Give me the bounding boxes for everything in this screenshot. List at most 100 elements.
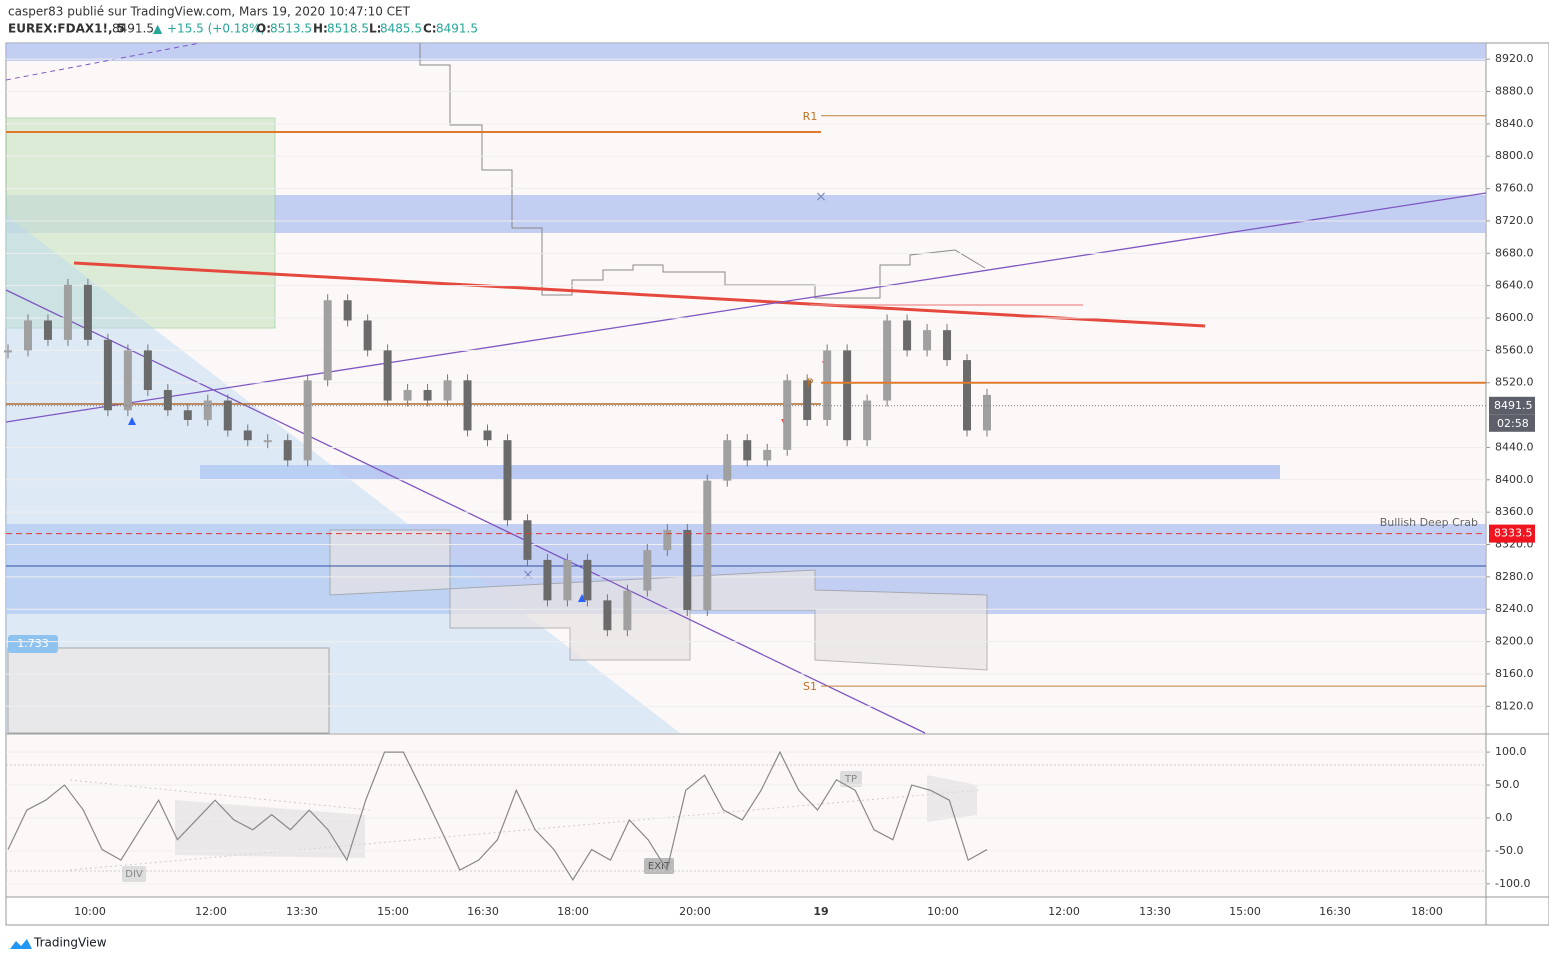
change: +15.5 (+0.18%) <box>167 22 265 36</box>
candle <box>423 390 432 401</box>
y-tick-label: 100.0 <box>1495 745 1527 758</box>
candle <box>523 520 532 560</box>
y-tick-label: 8520.0 <box>1495 376 1534 389</box>
step-line <box>419 43 986 299</box>
time-label: 10:00 <box>74 905 106 918</box>
fib-label-box <box>8 635 58 653</box>
time-label: 13:30 <box>286 905 318 918</box>
osc-zone <box>927 775 977 822</box>
y-tick-label: 8800.0 <box>1495 149 1534 162</box>
y-tick-label: 8680.0 <box>1495 246 1534 259</box>
candle <box>923 330 932 351</box>
candle <box>823 350 832 420</box>
time-label: 13:30 <box>1139 905 1171 918</box>
candle <box>123 350 132 411</box>
y-tick-label: 8880.0 <box>1495 85 1534 98</box>
y-tick-label: 8920.0 <box>1495 52 1534 65</box>
pivot-label: S1 <box>803 680 817 693</box>
candle <box>683 529 692 611</box>
candle <box>643 550 652 591</box>
y-tick-label: 0.0 <box>1495 811 1513 824</box>
exit-tag: EXIT <box>648 861 671 872</box>
countdown: 02:58 <box>1497 417 1529 430</box>
h-label: H: <box>313 22 328 36</box>
tag <box>122 866 146 882</box>
x-marker: × <box>522 567 534 583</box>
pattern-price-box <box>1489 524 1535 543</box>
pattern-label: Bullish Deep Crab <box>1380 516 1478 529</box>
c-label: C: <box>423 22 437 36</box>
brand: TradingView <box>33 936 107 950</box>
osc-guide <box>69 789 981 871</box>
c: 8491.5 <box>436 22 478 36</box>
trend-line <box>5 192 1487 423</box>
candle <box>263 440 272 443</box>
time-label: 18:00 <box>557 905 589 918</box>
cloud <box>7 647 330 734</box>
y-tick-label: 8280.0 <box>1495 570 1534 583</box>
pivot-label: P <box>807 377 814 390</box>
time-label: 12:00 <box>195 905 227 918</box>
drawings: × × <box>5 42 1487 949</box>
candle <box>583 559 592 601</box>
candle <box>943 330 952 361</box>
time-label: 18:00 <box>1411 905 1443 918</box>
y-tick-label: 8720.0 <box>1495 214 1534 227</box>
candle <box>663 529 672 551</box>
o-label: O: <box>256 22 271 36</box>
pivot-label: R1 <box>803 110 818 123</box>
candle <box>723 440 732 481</box>
candle <box>703 480 712 611</box>
tp-tag: TP <box>844 774 857 785</box>
candle <box>163 390 172 411</box>
candle <box>383 350 392 401</box>
candle <box>283 440 292 461</box>
candle <box>43 320 52 340</box>
last-price-box <box>1489 396 1535 415</box>
time-label: 16:30 <box>467 905 499 918</box>
y-tick-label: 8200.0 <box>1495 635 1534 648</box>
candle <box>323 300 332 381</box>
time-label: 20:00 <box>679 905 711 918</box>
y-tick-label: -100.0 <box>1495 877 1530 890</box>
candle <box>783 380 792 450</box>
l: 8485.5 <box>380 22 422 36</box>
candle <box>863 400 872 441</box>
countdown-box <box>1489 414 1535 432</box>
candle <box>83 284 92 340</box>
tag <box>840 771 862 787</box>
y-tick-label: 8640.0 <box>1495 279 1534 292</box>
candle <box>963 360 972 431</box>
candle <box>363 320 372 351</box>
candle <box>303 380 312 461</box>
y-tick-label: 8400.0 <box>1495 473 1534 486</box>
time-label: 10:00 <box>927 905 959 918</box>
candle <box>623 590 632 631</box>
candle <box>23 320 32 351</box>
l-label: L: <box>369 22 381 36</box>
candle <box>763 449 772 461</box>
up-arrow: ▲ <box>153 22 163 36</box>
y-tick-label: 8440.0 <box>1495 440 1534 453</box>
y-tick-label: 8360.0 <box>1495 505 1534 518</box>
osc-zone <box>175 800 365 858</box>
candle <box>463 380 472 431</box>
candle <box>443 380 452 401</box>
oscillator <box>7 750 988 882</box>
candle <box>843 350 852 441</box>
marker <box>128 417 136 425</box>
last-price-label: 8491.5 <box>1494 399 1533 412</box>
last: 8491.5 <box>112 22 154 36</box>
candle <box>483 430 492 441</box>
candle <box>983 394 991 431</box>
logo <box>10 939 32 949</box>
y-tick-label: 8840.0 <box>1495 117 1534 130</box>
candle <box>4 350 12 353</box>
candle <box>563 559 572 601</box>
candle <box>503 440 512 521</box>
candle <box>223 400 232 431</box>
time-label: 15:00 <box>377 905 409 918</box>
candle <box>143 350 152 391</box>
